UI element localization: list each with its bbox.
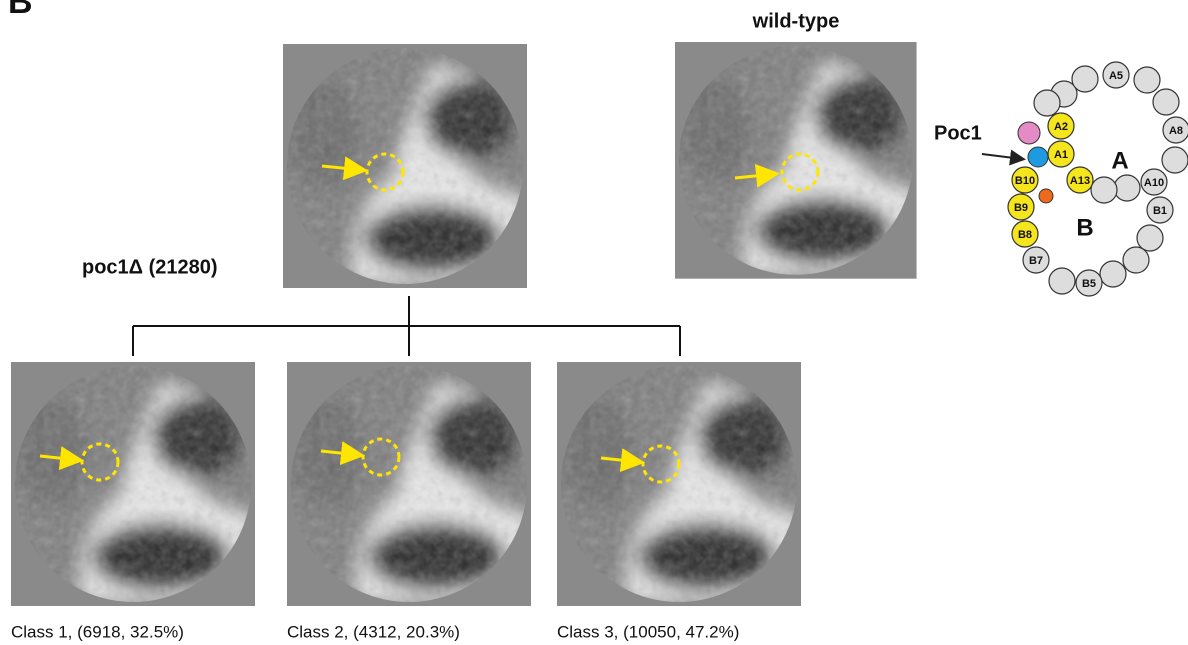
protofilament-label: A5 [1109,70,1123,82]
parent-label: poc1Δ (21280) [82,256,218,278]
protofilament-label: A13 [1070,175,1090,187]
protofilament [1102,61,1130,89]
ring-b-label: B [1076,214,1093,241]
protofilament-label: B10 [1015,175,1035,187]
protofilament [1136,224,1164,252]
orange-density [1038,188,1054,204]
protofilament [1011,220,1039,248]
protofilament [1090,176,1118,204]
protofilament [1122,246,1150,274]
protofilament-label: B5 [1082,278,1096,290]
protofilament [1048,267,1076,295]
panel-label: B [8,0,33,21]
protofilament-label: A2 [1054,121,1068,133]
protofilament [1162,116,1188,144]
ring-a-label: A [1111,147,1128,174]
protofilament-label: B8 [1018,229,1032,241]
protofilament [1140,168,1168,196]
class-image [557,362,801,606]
poc1-density [1027,146,1049,168]
protofilament [1099,260,1127,288]
protofilament-label: B9 [1014,202,1028,214]
pink-density [1017,121,1041,145]
parent-image [283,44,527,288]
class-caption: Class 1, (6918, 32.5%) [11,622,184,641]
protofilament-label: B7 [1029,255,1043,267]
wild-type-label: wild-type [752,10,840,32]
class-caption: Class 3, (10050, 47.2%) [557,622,739,641]
protofilament [1033,89,1061,117]
poc1-label: Poc1 [934,122,982,144]
protofilament [1161,146,1188,174]
protofilament [1133,66,1161,94]
protofilament [1011,166,1039,194]
protofilament [1071,65,1099,93]
protofilament-label: A10 [1144,177,1164,189]
protofilament [1113,174,1141,202]
wild-type-image [675,42,917,279]
class-image [11,362,255,606]
protofilament [1047,112,1075,140]
tree [132,296,681,356]
poc1-arrow [981,149,1026,166]
doublet-diagram: A5 A2 A8 A1 A13 A10 B10 B1 B9 B8 B7 B5 [1007,61,1188,297]
protofilament [1022,246,1050,274]
protofilament [1152,88,1180,116]
protofilament [1007,193,1035,221]
class-image [287,362,531,606]
protofilament [1066,166,1094,194]
class-caption: Class 2, (4312, 20.3%) [287,622,460,641]
protofilament [1047,140,1075,168]
protofilament-label: A1 [1054,149,1068,161]
protofilament-label: A8 [1169,125,1183,137]
protofilament-label: B1 [1153,205,1167,217]
protofilament [1075,269,1103,297]
protofilament [1146,196,1174,224]
